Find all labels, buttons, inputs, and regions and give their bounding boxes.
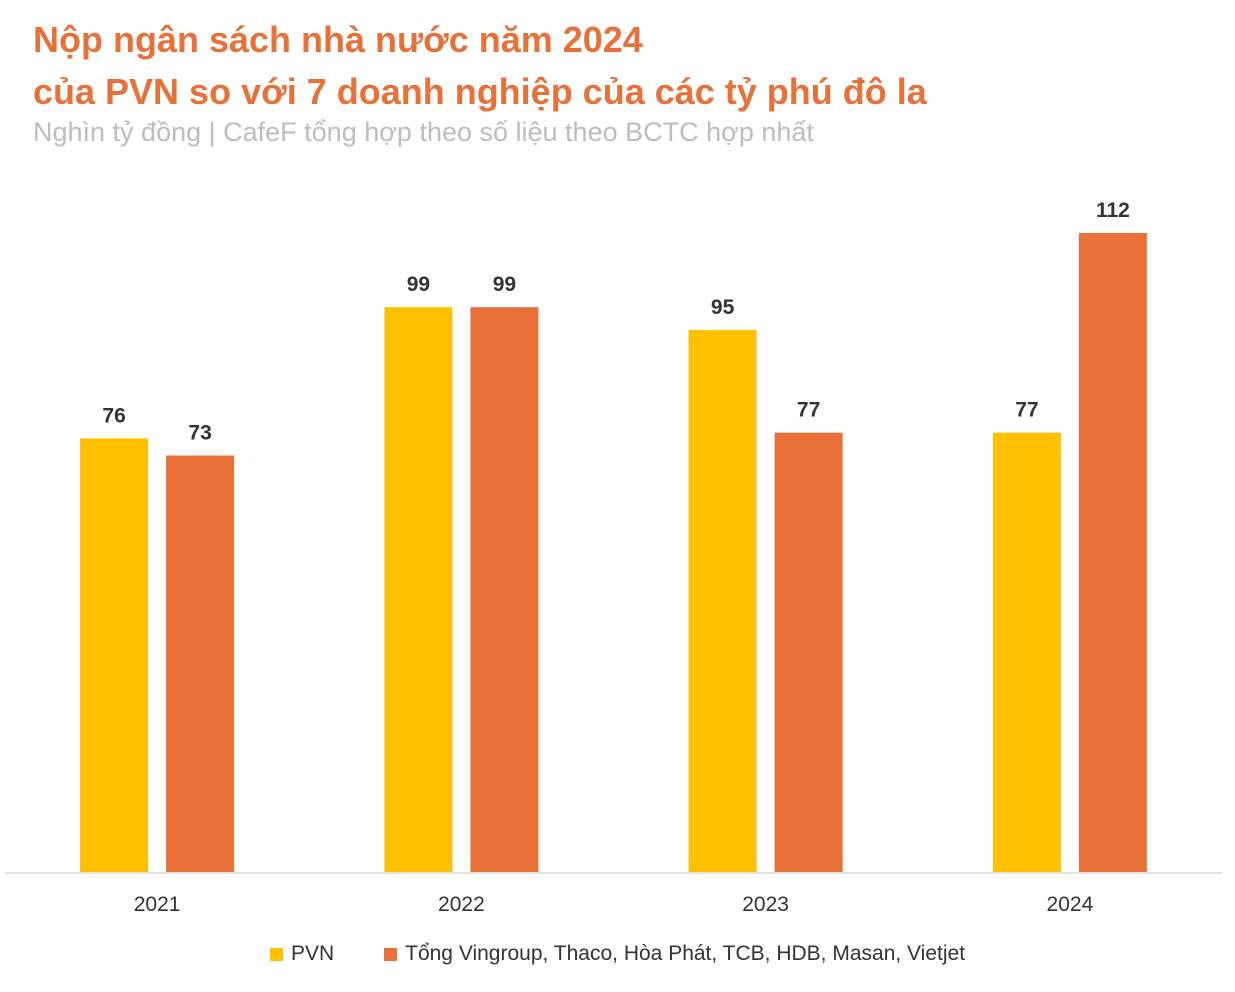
bar-group-2024: [1078, 233, 1147, 872]
bar-pvn-2022: [384, 307, 453, 872]
legend-label-group: Tổng Vingroup, Thaco, Hòa Phát, TCB, HDB…: [405, 942, 966, 965]
data-label-group-2021: 73: [188, 422, 211, 445]
legend-label-pvn: PVN: [290, 942, 335, 965]
data-label-pvn-2024: 77: [1015, 399, 1038, 422]
data-label-group-2024: 112: [1096, 199, 1130, 222]
legend: PVN Tổng Vingroup, Thaco, Hòa Phát, TCB,…: [0, 942, 1235, 966]
data-label-pvn-2023: 95: [711, 296, 735, 319]
legend-swatch-group: [384, 947, 398, 961]
x-tick-label-2021: 2021: [134, 893, 181, 916]
bar-pvn-2024: [992, 432, 1061, 872]
bar-group-2022: [470, 307, 539, 872]
bars-group: [80, 233, 1147, 872]
x-tick-labels-group: 2021 2022 2023 2024: [134, 893, 1094, 916]
bar-group-2023: [774, 432, 843, 872]
data-label-pvn-2021: 76: [102, 404, 125, 427]
chart-title-line-1: Nộp ngân sách nhà nước năm 2024: [33, 19, 643, 60]
data-labels-group: 76 73 99 99 95 77 77 112: [102, 199, 1129, 445]
data-label-group-2023: 77: [797, 399, 820, 422]
bar-pvn-2023: [688, 330, 757, 872]
chart-title-line-2: của PVN so với 7 doanh nghiệp của các tỷ…: [33, 71, 927, 112]
chart-subtitle: Nghìn tỷ đồng | CafeF tổng hợp theo số l…: [33, 117, 814, 147]
x-tick-label-2023: 2023: [742, 893, 789, 916]
legend-swatch-pvn: [269, 947, 283, 961]
data-label-pvn-2022: 99: [407, 273, 430, 296]
legend-item-pvn: PVN: [269, 942, 335, 966]
legend-item-group: Tổng Vingroup, Thaco, Hòa Phát, TCB, HDB…: [384, 942, 965, 966]
chart-title: Nộp ngân sách nhà nước năm 2024 của PVN …: [33, 14, 927, 118]
x-tick-label-2024: 2024: [1047, 893, 1094, 916]
bar-pvn-2021: [80, 438, 149, 872]
x-tick-label-2022: 2022: [438, 893, 485, 916]
bar-group-2021: [166, 455, 235, 872]
data-label-group-2022: 99: [493, 273, 516, 296]
